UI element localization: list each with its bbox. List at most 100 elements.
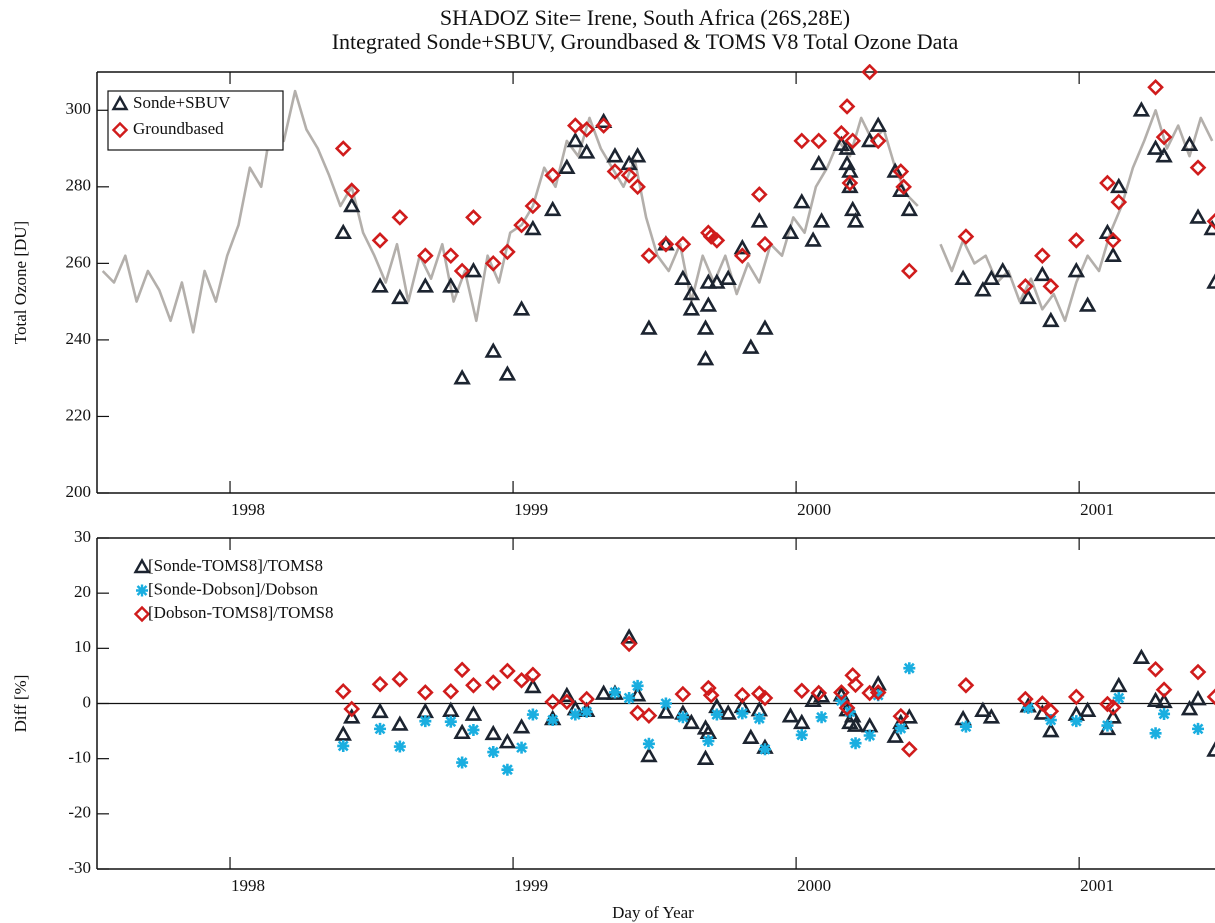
asterisk-marker — [676, 711, 689, 724]
triangle-marker — [1132, 101, 1151, 117]
asterisk-marker — [337, 739, 350, 752]
asterisk-marker — [1070, 715, 1083, 728]
diamond-marker — [892, 707, 910, 725]
triangle-marker — [498, 732, 517, 749]
diamond-marker — [1034, 695, 1051, 712]
plot-area — [334, 628, 1215, 776]
triangle-marker — [442, 277, 460, 293]
triangle-marker — [498, 365, 517, 381]
triangle-marker — [371, 277, 389, 293]
triangle-marker — [860, 716, 879, 733]
diamond-marker — [1067, 688, 1085, 706]
triangle-marker — [699, 273, 718, 289]
triangle-marker — [793, 713, 811, 730]
diamond-marker — [838, 699, 856, 717]
asterisk-marker — [1149, 727, 1162, 740]
asterisk-marker — [959, 720, 972, 733]
triangle-marker — [781, 707, 800, 723]
triangle-marker — [620, 628, 638, 644]
triangle-marker — [869, 675, 887, 691]
diamond-marker — [700, 679, 717, 697]
x-tick-label: 1998 — [231, 876, 265, 895]
asterisk-marker — [501, 763, 514, 776]
diamond-marker — [810, 684, 828, 702]
diamond-marker — [484, 255, 502, 272]
asterisk-marker — [758, 743, 771, 756]
diamond-marker — [1042, 702, 1060, 720]
diamond-marker — [1189, 159, 1207, 177]
x-tick-label: 2001 — [1080, 500, 1114, 519]
triangle-marker — [843, 200, 862, 217]
triangle-marker — [1110, 177, 1128, 194]
asterisk-marker — [1158, 707, 1171, 720]
diamond-marker — [869, 132, 887, 150]
triangle-marker — [742, 338, 760, 354]
diamond-marker — [793, 132, 811, 150]
asterisk-marker — [659, 697, 672, 710]
diamond-marker — [1206, 688, 1215, 706]
asterisk-marker — [753, 712, 766, 725]
triangle-marker — [682, 300, 701, 316]
triangle-marker — [812, 212, 831, 228]
diamond-marker — [869, 684, 887, 701]
triangle-marker — [464, 705, 483, 721]
asterisk-marker — [546, 714, 559, 727]
triangle-marker — [512, 718, 531, 734]
diamond-marker — [484, 674, 502, 691]
triangle-marker — [886, 162, 904, 178]
asterisk-marker — [608, 686, 621, 699]
asterisk-marker — [894, 722, 907, 735]
triangle-marker — [1104, 246, 1122, 263]
triangle-marker — [804, 231, 822, 247]
diamond-marker — [371, 232, 389, 249]
diamond-marker — [1110, 193, 1128, 211]
diamond-marker — [1206, 212, 1215, 230]
diamond-marker — [499, 243, 516, 261]
x-tick-label: 2000 — [797, 500, 831, 519]
asterisk-marker — [1101, 719, 1114, 732]
diamond-marker — [1155, 128, 1173, 146]
triangle-marker — [391, 288, 409, 305]
asterisk-marker — [444, 715, 457, 728]
triangle-marker — [1019, 288, 1037, 305]
diamond-marker — [838, 98, 856, 115]
y-tick-label: -10 — [68, 748, 91, 767]
triangle-marker — [1203, 219, 1215, 236]
triangle-marker — [606, 147, 624, 163]
diamond-marker — [892, 163, 910, 180]
triangle-marker — [993, 261, 1012, 278]
diamond-marker — [524, 666, 542, 684]
diamond-marker — [957, 228, 975, 245]
triangle-marker — [742, 728, 760, 745]
triangle-marker — [1042, 311, 1060, 328]
triangle-marker — [543, 200, 562, 217]
asterisk-marker — [642, 737, 655, 750]
diamond-marker — [442, 247, 460, 265]
triangle-marker — [1155, 147, 1173, 163]
diamond-marker — [524, 197, 542, 215]
triangle-marker — [1155, 692, 1173, 709]
diamond-marker — [544, 693, 562, 711]
triangle-marker — [750, 212, 769, 228]
triangle-marker — [657, 703, 675, 719]
triangle-marker — [371, 702, 389, 719]
triangle-marker — [416, 702, 435, 719]
diamond-marker — [453, 661, 471, 679]
asterisk-marker — [1044, 714, 1057, 727]
asterisk-marker — [515, 741, 528, 754]
asterisk-marker — [419, 715, 432, 728]
triangle-marker — [974, 281, 992, 297]
y-tick-label: 200 — [66, 482, 92, 501]
y-tick-label: 220 — [66, 405, 92, 424]
diamond-marker — [640, 247, 658, 265]
diamond-marker — [465, 676, 482, 694]
diamond-marker — [1042, 277, 1060, 295]
triangle-marker — [696, 319, 715, 335]
y-tick-label: 30 — [74, 527, 91, 546]
y-tick-label: 20 — [74, 582, 91, 601]
triangle-marker — [442, 701, 460, 717]
triangle-marker — [900, 200, 919, 217]
triangle-marker — [1206, 741, 1215, 757]
diamond-marker — [334, 683, 352, 700]
asterisk-marker — [849, 737, 862, 750]
